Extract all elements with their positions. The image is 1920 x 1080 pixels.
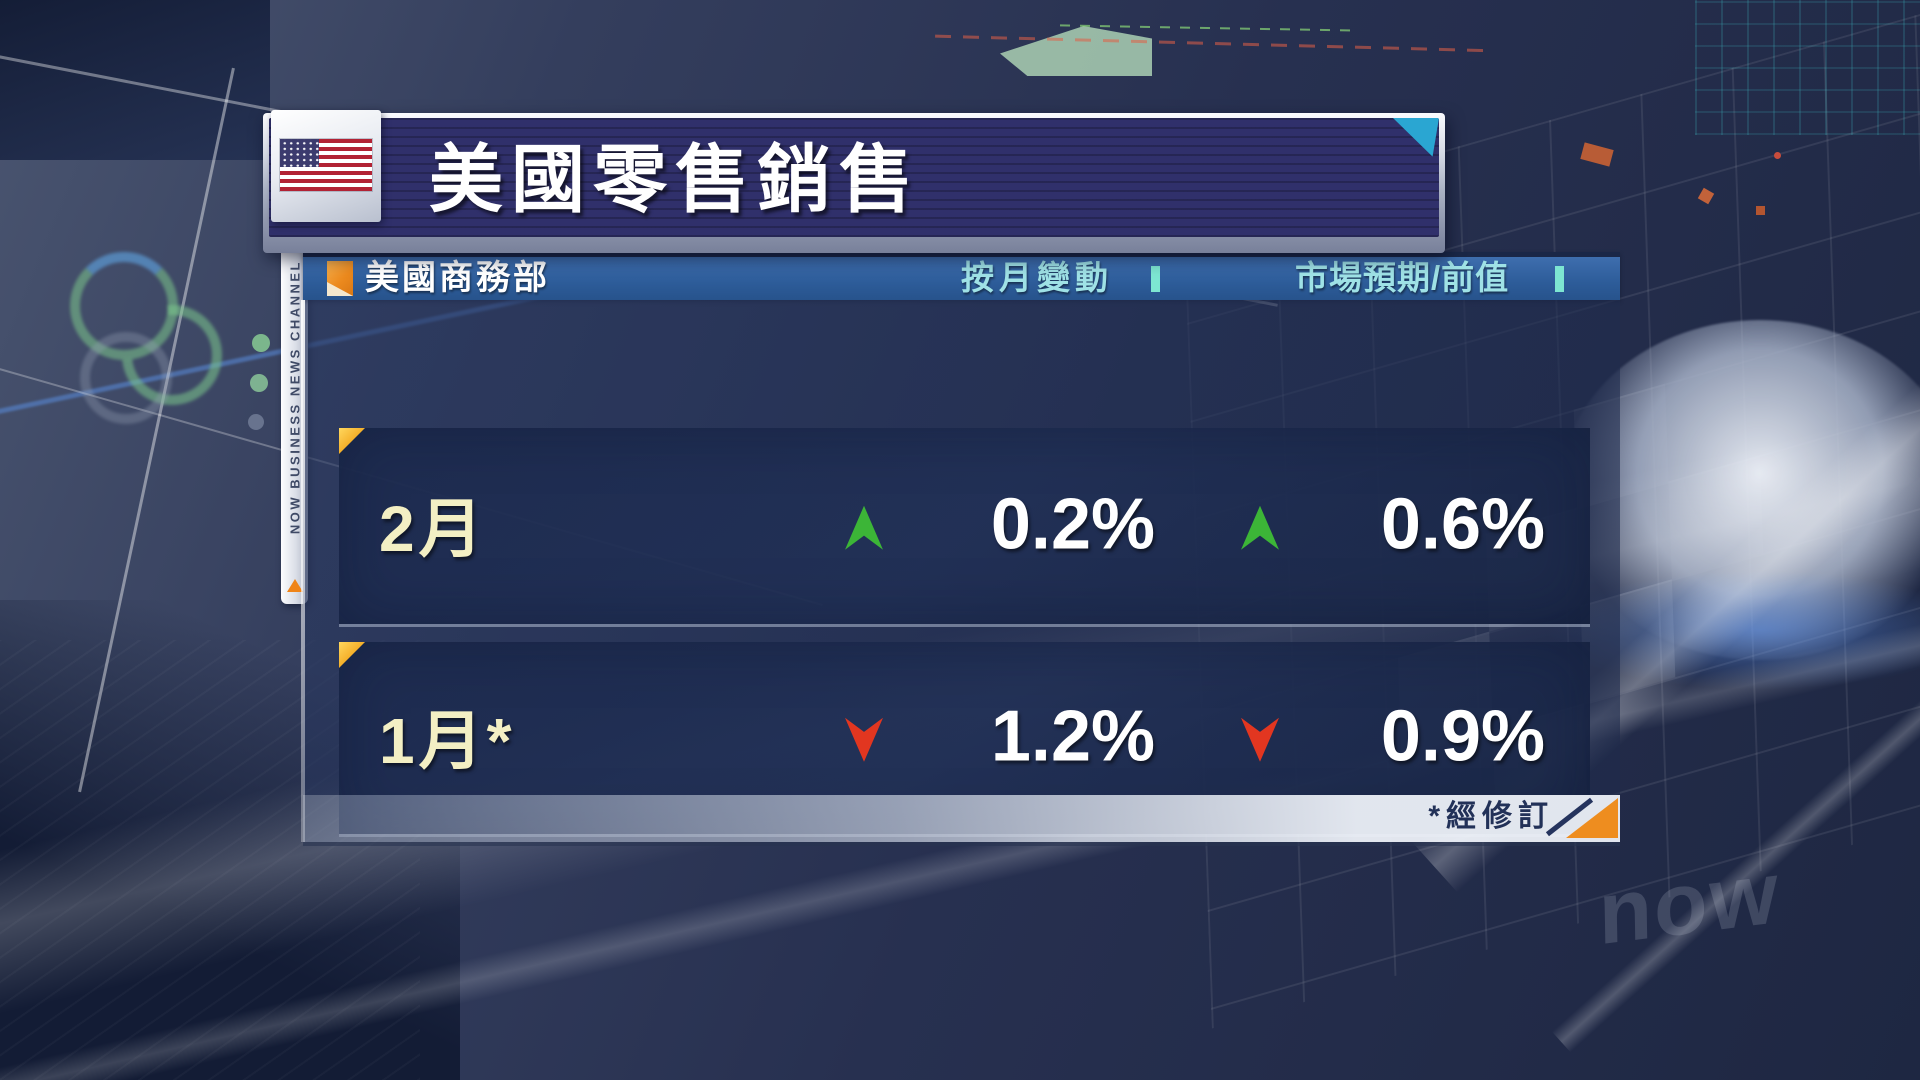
data-panel: 美國商務部 按月變動 市場預期/前值 2月 0.2% 0.6% 1月* 1.2% [301, 252, 1620, 844]
panel-edge-highlight [301, 300, 305, 842]
forecast-value: 0.9% [1380, 696, 1545, 777]
now-watermark: now [1597, 841, 1781, 964]
us-flag-stripes [280, 139, 372, 191]
panel-body: 2月 0.2% 0.6% 1月* 1.2% 0.9% [303, 300, 1620, 834]
column-header-mom: 按月變動 [961, 259, 1113, 296]
corner-fold-icon [339, 428, 365, 454]
month-label: 2月 [379, 493, 487, 566]
month-label: 1月* [379, 705, 516, 778]
forecast-value: 0.6% [1380, 484, 1545, 565]
dot-decoration [250, 374, 268, 392]
trend-arrow-icon [845, 717, 883, 762]
ring-decoration [80, 332, 172, 424]
background-grid-block [1695, 0, 1920, 135]
us-flag-canton [280, 139, 319, 167]
mom-value: 1.2% [990, 696, 1155, 777]
confetti [1756, 206, 1765, 215]
background-dark-corner [0, 0, 270, 160]
column-header-forecast: 市場預期/前值 [1295, 259, 1510, 296]
mom-value: 0.2% [990, 484, 1155, 565]
separator-bar-icon [1151, 266, 1160, 292]
us-flag-icon [271, 110, 381, 222]
dot-decoration [252, 334, 270, 352]
trend-arrow-icon [1241, 717, 1279, 762]
title-bar-inner: 美國零售銷售 [269, 118, 1439, 237]
cyan-corner-icon [1393, 118, 1439, 157]
footer-bar: *經修訂 [303, 795, 1620, 842]
trend-arrow-icon [845, 505, 883, 550]
confetti [1774, 152, 1781, 159]
subheader-bar: 美國商務部 按月變動 市場預期/前值 [303, 252, 1620, 300]
green-polygon-decoration [1000, 26, 1152, 76]
trend-arrow-icon [1241, 505, 1279, 550]
page-corner-icon [327, 261, 353, 296]
footnote-label: *經修訂 [1428, 800, 1554, 833]
table-row: 2月 0.2% 0.6% [339, 428, 1590, 624]
corner-fold-icon [339, 642, 365, 668]
title-bar: 美國零售銷售 [263, 110, 1445, 253]
up-triangle-icon [286, 579, 303, 592]
channel-strip-label: NOW BUSINESS NEWS CHANNEL [287, 260, 302, 535]
page-title: 美國零售銷售 [429, 137, 921, 221]
separator-bar-icon [1555, 266, 1564, 292]
source-label: 美國商務部 [365, 259, 550, 297]
dot-decoration [248, 414, 264, 430]
orange-corner-icon [1566, 798, 1618, 838]
